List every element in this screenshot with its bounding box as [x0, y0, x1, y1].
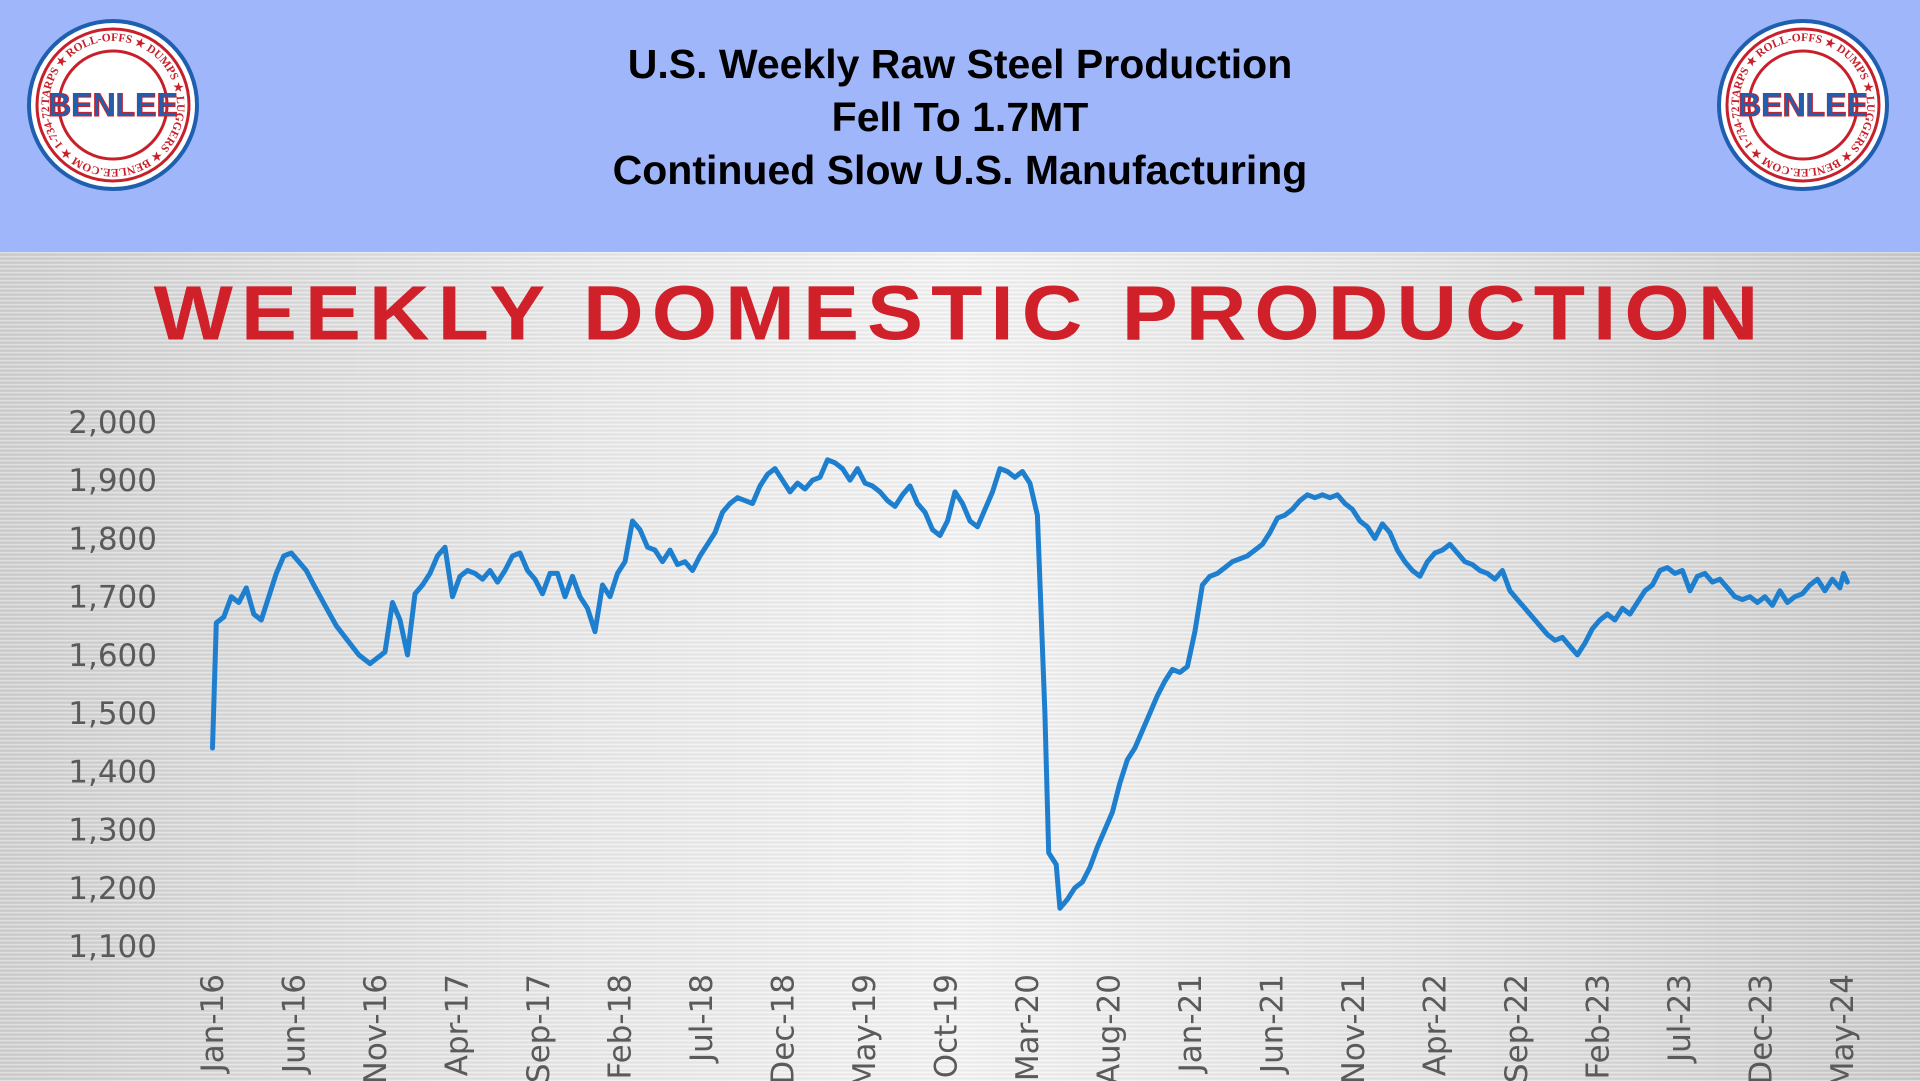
- benlee-logo-right: TARPS ★ ROLL-OFFS ★ DUMPS ★ LUGGERS ★ BE…: [1711, 8, 1890, 192]
- x-tick-label: May-19: [847, 974, 883, 1081]
- x-tick-label: Nov-21: [1336, 974, 1372, 1081]
- x-tick-label: Apr-17: [440, 974, 476, 1076]
- plot-area: [210, 457, 1850, 911]
- header-banner: [0, 0, 1920, 252]
- x-tick-label: Jun-16: [277, 974, 313, 1075]
- x-tick-label: Jan-21: [1173, 974, 1209, 1074]
- y-tick-label: 2,000: [68, 405, 157, 441]
- headline-line-2: Fell To 1.7MT: [831, 94, 1089, 140]
- x-tick-label: Sep-17: [521, 974, 557, 1081]
- y-tick-label: 1,100: [68, 929, 157, 965]
- x-tick-label: Dec-18: [766, 974, 802, 1081]
- x-tick-label: Nov-16: [358, 974, 394, 1081]
- y-tick-label: 1,800: [68, 521, 157, 557]
- x-tick-label: Feb-23: [1581, 974, 1617, 1080]
- y-tick-label: 1,500: [68, 696, 157, 732]
- logo-brand-text: BENLEE: [48, 87, 178, 123]
- x-tick-label: Mar-20: [1010, 974, 1046, 1081]
- chart-panel: [0, 252, 1920, 1081]
- y-tick-label: 1,900: [68, 463, 157, 499]
- y-tick-label: 1,600: [68, 638, 157, 674]
- x-tick-label: Dec-23: [1744, 974, 1780, 1081]
- logo-brand-text: BENLEE: [1738, 87, 1868, 123]
- headline: U.S. Weekly Raw Steel Production Fell To…: [300, 38, 1620, 197]
- x-tick-label: Oct-19: [929, 974, 965, 1078]
- x-tick-label: Feb-18: [603, 974, 639, 1080]
- x-tick-label: Jun-21: [1255, 974, 1291, 1075]
- benlee-logo-left: TARPS ★ ROLL-OFFS ★ DUMPS ★ LUGGERS ★ BE…: [21, 8, 200, 192]
- benlee-logo-badge: TARPS ★ ROLL-OFFS ★ DUMPS ★ LUGGERS ★ BE…: [1711, 8, 1889, 191]
- benlee-logo-badge: TARPS ★ ROLL-OFFS ★ DUMPS ★ LUGGERS ★ BE…: [21, 8, 199, 191]
- line-chart: 2,000 1,900 1,800 1,700 1,600 1,500 1,400 1,300…: [68, 405, 1861, 1081]
- headline-line-1: U.S. Weekly Raw Steel Production: [627, 41, 1293, 87]
- y-tick-label: 1,400: [68, 754, 157, 790]
- x-tick-label: Jan-16: [195, 974, 231, 1074]
- y-axis: 2,000 1,900 1,800 1,700 1,600 1,500 1,400 1,300…: [68, 405, 157, 965]
- x-tick-label: Aug-20: [1092, 974, 1128, 1081]
- x-tick-label: Apr-22: [1418, 974, 1454, 1076]
- chart-title: WEEKLY DOMESTIC PRODUCTION: [153, 269, 1767, 357]
- x-tick-label: Jul-23: [1662, 974, 1698, 1064]
- y-tick-label: 1,200: [68, 871, 157, 907]
- y-tick-label: 1,700: [68, 580, 157, 616]
- y-tick-label: 1,300: [68, 813, 157, 849]
- x-axis: Jan-16 Jun-16 Nov-16 Apr-17 Sep-17 Feb-18 Jul-…: [195, 974, 1861, 1081]
- x-tick-label: Jul-18: [684, 974, 720, 1064]
- series-line: [210, 457, 1850, 911]
- headline-line-3: Continued Slow U.S. Manufacturing: [612, 147, 1308, 193]
- x-tick-label: May-24: [1825, 974, 1861, 1081]
- x-tick-label: Sep-22: [1499, 974, 1535, 1081]
